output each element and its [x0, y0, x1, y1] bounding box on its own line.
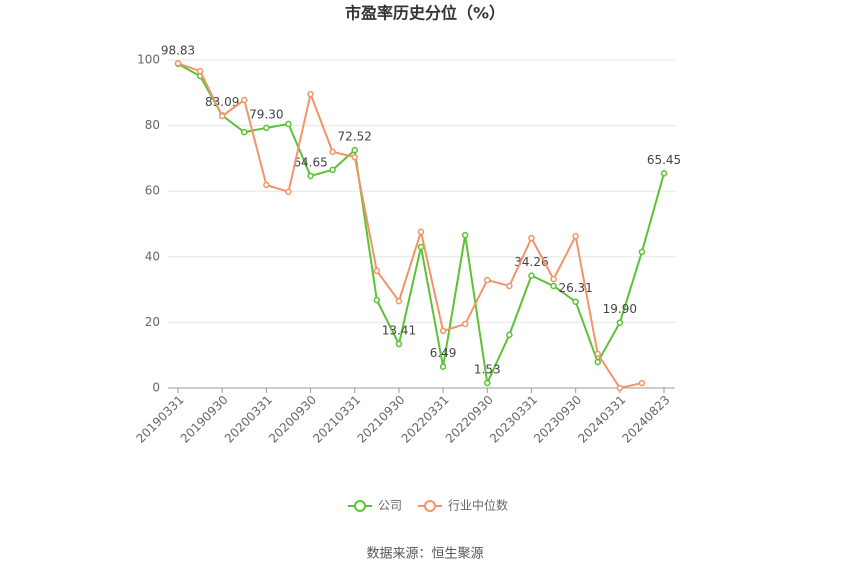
point	[550, 275, 557, 283]
point	[594, 358, 601, 366]
point	[439, 363, 447, 370]
point	[528, 272, 535, 279]
point	[329, 166, 336, 174]
point	[307, 90, 314, 98]
point	[439, 327, 447, 335]
point	[196, 67, 204, 75]
data-label: 19.90	[603, 302, 637, 316]
point	[528, 234, 535, 242]
point	[506, 282, 513, 290]
legend-marker	[354, 500, 366, 512]
source-note: 数据来源：恒生聚源	[366, 547, 483, 562]
data-label: 79.30	[249, 107, 283, 121]
y-tick-label: 80	[145, 118, 160, 132]
point	[572, 298, 579, 305]
point	[484, 276, 491, 284]
point	[263, 181, 270, 189]
y-tick-label: 60	[145, 184, 160, 198]
data-label: 64.65	[293, 155, 327, 169]
data-label: 1.53	[474, 362, 501, 376]
point	[660, 170, 668, 177]
point	[329, 148, 336, 156]
chart-title: 市盈率历史分位（%）	[345, 4, 505, 23]
data-label: 72.52	[338, 130, 372, 144]
data-label: 6.49	[430, 346, 457, 360]
y-tick-label: 40	[145, 249, 160, 263]
point	[174, 60, 182, 67]
legend-marker	[424, 500, 436, 512]
point	[285, 188, 292, 196]
point	[417, 228, 425, 236]
y-tick-label: 20	[145, 315, 160, 329]
point	[461, 231, 469, 239]
point	[263, 124, 270, 132]
point	[638, 379, 646, 387]
data-label: 26.31	[558, 281, 592, 295]
point	[351, 146, 358, 154]
point	[417, 243, 425, 251]
point	[461, 320, 469, 328]
point	[373, 267, 381, 275]
data-label: 65.45	[647, 153, 681, 167]
point	[395, 297, 403, 305]
point	[572, 232, 579, 240]
point	[616, 319, 624, 326]
point	[506, 331, 513, 339]
point	[241, 128, 248, 136]
x-tick-label: 20240823	[620, 393, 673, 446]
point	[395, 340, 403, 348]
data-label: 98.83	[161, 43, 195, 57]
point	[351, 153, 358, 161]
point	[373, 296, 381, 304]
point	[594, 350, 601, 358]
series-line	[177, 62, 643, 390]
point	[616, 384, 624, 392]
point	[218, 112, 226, 120]
legend-label: 行业中位数	[448, 498, 508, 513]
point	[484, 379, 491, 387]
point	[550, 282, 557, 290]
data-label: 13.41	[382, 324, 416, 338]
legend-label: 公司	[378, 499, 402, 513]
point	[307, 172, 314, 180]
point	[241, 96, 248, 104]
y-tick-label: 100	[137, 53, 160, 67]
point	[285, 120, 292, 128]
y-tick-label: 0	[152, 381, 160, 395]
point	[638, 248, 646, 256]
